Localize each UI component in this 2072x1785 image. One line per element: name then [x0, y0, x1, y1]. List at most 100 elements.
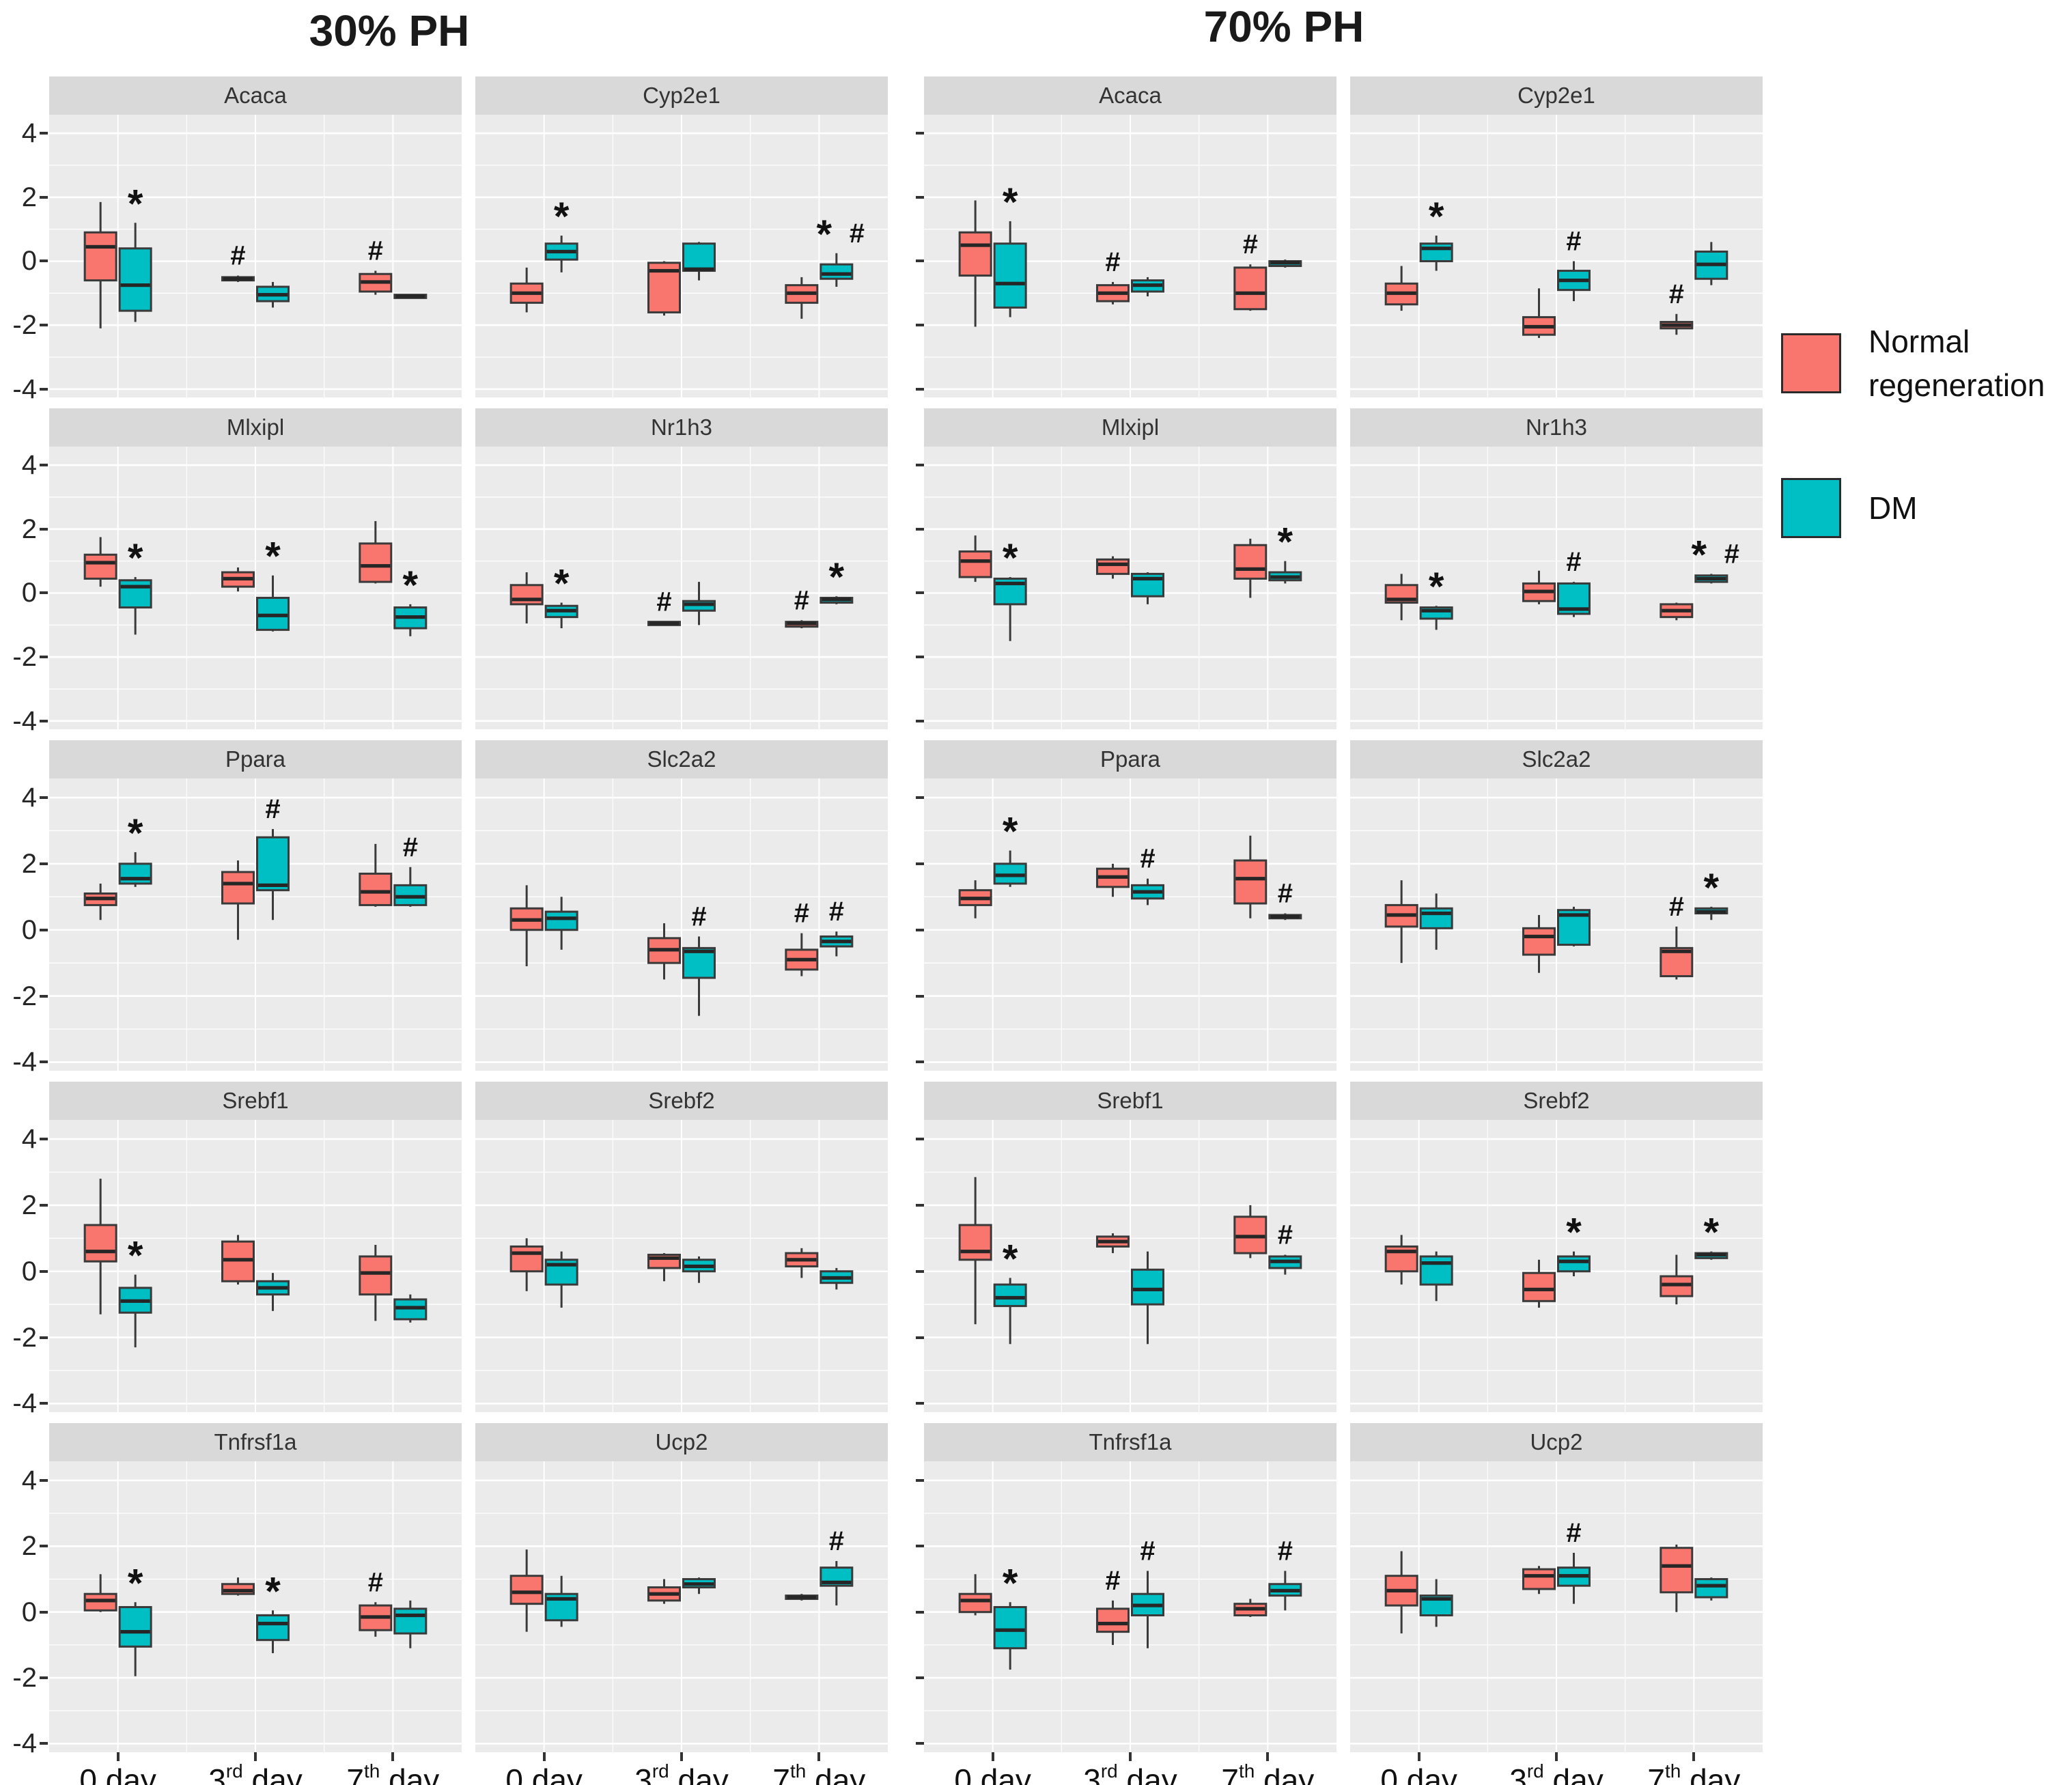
panel-title: Slc2a2 — [475, 740, 888, 778]
y-axis-tick-label: 4 — [21, 1465, 37, 1495]
panel-cyp2e1-70ph: Cyp2e1 # * # — [1350, 76, 1763, 397]
panel-plot-area — [475, 1120, 888, 1412]
y-axis-tick — [916, 591, 924, 595]
y-axis-tick — [40, 1402, 48, 1405]
y-axis-tick — [916, 1676, 924, 1680]
significance-marker: # — [1140, 844, 1155, 874]
significance-marker: # — [794, 899, 809, 929]
y-axis-tick — [40, 527, 48, 531]
significance-marker: # — [794, 585, 809, 615]
panel-title: Slc2a2 — [1350, 740, 1763, 778]
panel-srebf2-30ph: Srebf2 — [475, 1082, 888, 1412]
panel-title: Ppara — [924, 740, 1336, 778]
y-axis-tick-label: -2 — [12, 981, 37, 1011]
panel-srebf1-70ph: Srebf1 * # — [924, 1082, 1336, 1412]
panel-tnfrsf1a-30ph: Tnfrsf1a # * * — [49, 1423, 462, 1752]
panel-title: Tnfrsf1a — [49, 1423, 462, 1461]
x-axis-tick — [1266, 1752, 1270, 1761]
panel-plot-area: * — [49, 1120, 462, 1412]
x-axis-tick — [391, 1752, 395, 1761]
panel-title: Acaca — [49, 76, 462, 115]
significance-marker: * — [554, 562, 570, 606]
x-axis-tick — [1129, 1752, 1132, 1761]
panel-plot-area: * * * — [49, 447, 462, 729]
y-axis-tick — [916, 259, 924, 263]
panel-plot-area: # * * — [49, 1461, 462, 1752]
facet-title-70ph: 70% PH — [1203, 2, 1364, 51]
x-axis-tick — [817, 1752, 821, 1761]
x-axis-label: 0 day — [1380, 1762, 1457, 1785]
significance-marker: # — [656, 587, 671, 617]
panel-plot-area: * # * # — [1350, 447, 1763, 729]
x-axis-tick — [1692, 1752, 1696, 1761]
significance-marker: # — [1105, 1566, 1120, 1596]
y-axis-tick-label: 2 — [21, 1190, 37, 1220]
y-axis-tick — [916, 527, 924, 531]
significance-marker: * — [128, 1561, 143, 1605]
y-axis-tick-label: 4 — [21, 1124, 37, 1155]
y-axis-tick — [40, 862, 48, 865]
legend-swatch-dm — [1781, 478, 1841, 538]
significance-marker: # — [230, 241, 245, 271]
significance-marker: * — [817, 212, 832, 257]
y-axis-tick-label: 0 — [21, 246, 37, 277]
significance-marker: * — [1003, 1561, 1018, 1605]
panel-ucp2-70ph: Ucp2 # — [1350, 1423, 1763, 1752]
panel-title: Srebf2 — [1350, 1082, 1763, 1120]
panel-ppara-30ph: Ppara * # # — [49, 740, 462, 1071]
y-axis-tick-label: 4 — [21, 450, 37, 481]
panel-srebf1-30ph: Srebf1 * — [49, 1082, 462, 1412]
y-axis-tick — [40, 1676, 48, 1680]
panel-plot-area: * # # — [49, 778, 462, 1071]
y-axis-tick — [916, 132, 924, 135]
x-axis-tick — [116, 1752, 120, 1761]
y-axis-tick — [916, 1610, 924, 1614]
y-axis-tick — [40, 1610, 48, 1614]
panel-mlxipl-70ph: Mlxipl * * — [924, 408, 1336, 729]
y-axis-tick — [916, 1478, 924, 1482]
y-axis-tick — [916, 1269, 924, 1273]
panel-acaca-30ph: Acaca # # * — [49, 76, 462, 397]
y-axis-tick — [40, 994, 48, 998]
y-axis-tick-label: 0 — [21, 1597, 37, 1627]
significance-marker: # — [265, 794, 280, 824]
significance-marker: # — [850, 219, 865, 249]
significance-marker: * — [1429, 565, 1444, 609]
panel-plot-area: # * # # — [924, 1461, 1336, 1752]
x-axis-label: 3rd day — [208, 1760, 303, 1785]
significance-marker: * — [128, 536, 143, 580]
panel-tnfrsf1a-70ph: Tnfrsf1a # * # # — [924, 1423, 1336, 1752]
significance-marker: * — [265, 1569, 281, 1614]
significance-marker: * — [1003, 536, 1018, 580]
y-axis-tick — [916, 1336, 924, 1339]
significance-marker: * — [1003, 1237, 1018, 1281]
panel-plot-area: # — [475, 1461, 888, 1752]
y-axis-tick — [40, 591, 48, 595]
y-axis-tick — [40, 1203, 48, 1207]
y-axis-tick — [916, 1060, 924, 1064]
y-axis-tick — [40, 1138, 48, 1141]
panel-title: Nr1h3 — [475, 408, 888, 447]
y-axis-tick-label: -2 — [12, 310, 37, 341]
panel-title: Cyp2e1 — [475, 76, 888, 115]
y-axis-tick-label: -4 — [12, 705, 37, 736]
y-axis-tick — [916, 1203, 924, 1207]
significance-marker: * — [829, 555, 845, 600]
significance-marker: * — [1278, 520, 1293, 565]
panel-cyp2e1-30ph: Cyp2e1 * * # — [475, 76, 888, 397]
panel-nr1h3-30ph: Nr1h3 # # * * — [475, 408, 888, 729]
panel-slc2a2-70ph: Slc2a2 # * — [1350, 740, 1763, 1071]
significance-marker: * — [1704, 1211, 1720, 1255]
panel-ucp2-30ph: Ucp2 # — [475, 1423, 888, 1752]
x-axis-tick — [254, 1752, 257, 1761]
y-axis-tick — [40, 324, 48, 327]
y-axis-tick-label: -4 — [12, 1728, 37, 1759]
x-axis-label: 3rd day — [1083, 1760, 1177, 1785]
significance-marker: * — [128, 182, 143, 226]
significance-marker: # — [368, 1567, 383, 1597]
x-axis-label: 0 day — [79, 1762, 156, 1785]
x-axis-tick — [991, 1752, 994, 1761]
y-axis-tick — [40, 195, 48, 199]
significance-marker: # — [829, 1526, 844, 1556]
